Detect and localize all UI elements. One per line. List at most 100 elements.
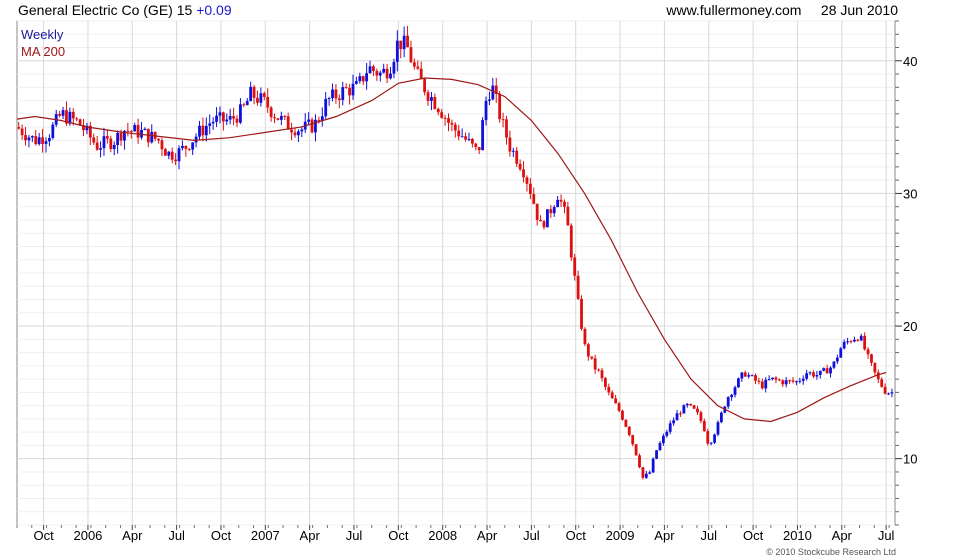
candle-down <box>235 118 239 123</box>
candle-down <box>812 372 815 377</box>
x-tick-label: Jul <box>700 528 717 543</box>
candle-down <box>696 408 699 413</box>
x-tick-label: Jul <box>523 528 540 543</box>
candle-down <box>638 455 641 468</box>
x-tick-label: Oct <box>388 528 409 543</box>
candle-down <box>109 138 113 150</box>
candle-down <box>71 111 75 119</box>
candle-down <box>447 118 450 123</box>
candle-up <box>737 378 740 388</box>
candle-down <box>232 116 236 119</box>
candle-down <box>634 444 638 456</box>
candle-down <box>624 419 628 427</box>
last-price: 15 <box>176 2 193 18</box>
candle-down <box>276 118 280 120</box>
candle-down <box>65 110 68 124</box>
candle-up <box>358 76 362 82</box>
candle-up <box>194 136 198 143</box>
candle-up <box>68 111 72 124</box>
candle-down <box>610 392 614 399</box>
candle-down <box>883 386 887 394</box>
candle-down <box>385 68 389 79</box>
candle-up <box>430 97 433 101</box>
candle-up <box>668 423 672 432</box>
candle-down <box>88 125 92 138</box>
x-tick-label: 2009 <box>606 528 635 543</box>
x-tick-label: Oct <box>743 528 764 543</box>
candle-up <box>481 120 485 151</box>
x-tick-label: Oct <box>211 528 232 543</box>
candle-down <box>283 115 287 117</box>
candle-up <box>675 413 679 421</box>
candle-up <box>112 144 116 150</box>
candle-up <box>150 131 154 143</box>
x-tick-label: Oct <box>33 528 54 543</box>
candle-down <box>136 125 140 138</box>
candle-up <box>395 40 399 62</box>
candle-up <box>842 341 846 349</box>
candle-down <box>532 194 536 204</box>
candle-up <box>365 73 369 82</box>
candle-down <box>474 143 478 147</box>
candle-up <box>808 372 812 374</box>
candle-down <box>856 339 860 341</box>
candle-up <box>225 119 229 122</box>
candle-down <box>528 183 532 195</box>
candle-down <box>576 275 580 299</box>
candle-down <box>621 410 624 420</box>
candle-up <box>740 372 744 379</box>
copyright: © 2010 Stockcube Research Ltd <box>766 547 896 557</box>
candle-down <box>78 119 82 126</box>
candle-down <box>443 117 447 119</box>
candle-down <box>92 137 96 143</box>
candle-up <box>713 434 716 443</box>
candle-up <box>750 375 754 377</box>
candle-down <box>866 349 870 355</box>
candle-down <box>269 107 273 118</box>
candle-down <box>604 378 607 387</box>
candle-down <box>337 98 341 101</box>
candle-down <box>777 379 781 381</box>
candle-down <box>457 130 461 137</box>
candle-down <box>689 403 693 406</box>
candle-up <box>249 86 253 102</box>
candle-up <box>798 380 802 382</box>
candle-up <box>99 148 102 150</box>
legend-weekly: Weekly <box>21 27 64 42</box>
candle-up <box>324 98 328 117</box>
x-tick-label: Apr <box>477 528 498 543</box>
candle-up <box>484 100 488 121</box>
candle-up <box>102 136 106 149</box>
candle-up <box>682 405 686 414</box>
candle-up <box>651 458 655 473</box>
y-tick-label: 40 <box>903 54 917 69</box>
candle-up <box>839 348 843 358</box>
candle-down <box>876 372 880 380</box>
candle-down <box>563 201 566 207</box>
candle-up <box>818 370 822 375</box>
candle-up <box>245 101 249 106</box>
candle-up <box>392 61 396 74</box>
candle-down <box>494 85 498 94</box>
candle-up <box>805 373 809 379</box>
source-link[interactable]: www.fullermoney.com <box>666 2 802 18</box>
candle-up <box>726 397 730 407</box>
candle-down <box>375 70 379 76</box>
candle-down <box>464 136 467 140</box>
chart-header-left: General Electric Co (GE) 15 +0.09 <box>18 2 232 18</box>
x-tick-label: Jul <box>346 528 363 543</box>
candle-up <box>733 387 737 395</box>
candle-up <box>764 379 768 389</box>
candle-down <box>221 112 225 122</box>
candle-down <box>412 62 416 67</box>
candle-up <box>801 378 805 381</box>
x-tick-label: Jul <box>878 528 895 543</box>
candle-up <box>546 209 549 228</box>
candle-up <box>685 403 689 406</box>
candle-up <box>747 375 751 377</box>
candle-down <box>522 169 525 178</box>
candle-down <box>788 380 791 382</box>
candle-down <box>266 96 270 108</box>
candle-up <box>859 335 863 341</box>
